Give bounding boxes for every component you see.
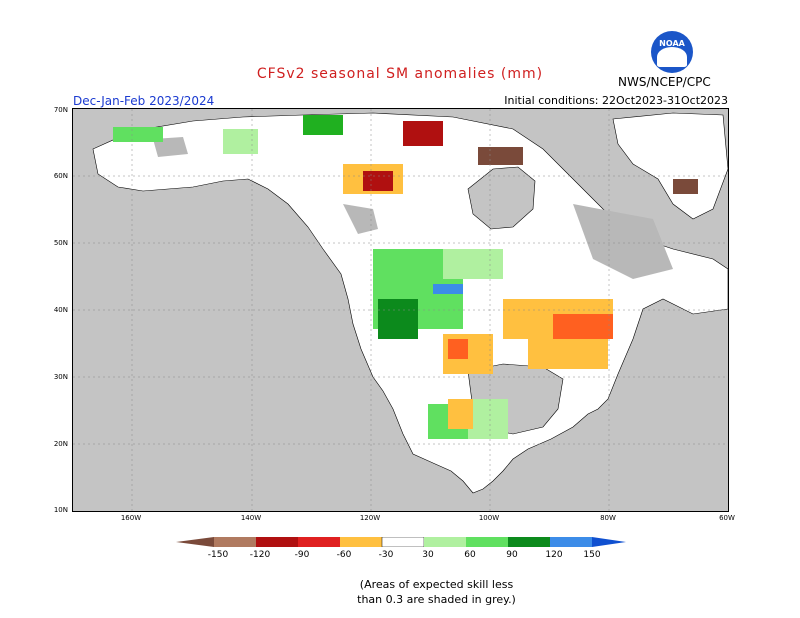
legend-label: 120 — [545, 550, 563, 560]
anomaly-wet — [468, 399, 508, 439]
lat-label: 70N — [53, 106, 68, 114]
lat-label: 50N — [53, 239, 68, 247]
anomaly-dry — [448, 399, 473, 429]
logo-text: NOAA — [659, 39, 685, 48]
hudson-bay — [467, 166, 536, 230]
legend-label: 90 — [506, 550, 518, 560]
anomaly-wet — [113, 127, 163, 142]
lon-label: 120W — [359, 514, 381, 522]
legend-swatch — [508, 537, 550, 547]
graticule — [73, 109, 728, 511]
anomaly-dry — [363, 171, 393, 191]
skill-note: (Areas of expected skill less than 0.3 a… — [0, 577, 800, 607]
lat-label: 20N — [53, 440, 68, 448]
lon-label: 160W — [120, 514, 142, 522]
agency-label: NWS/NCEP/CPC — [618, 75, 711, 89]
lon-label: 140W — [240, 514, 262, 522]
legend-swatch — [256, 537, 298, 547]
skill-note-line2: than 0.3 are shaded in grey.) — [357, 593, 516, 606]
legend-label: -150 — [207, 550, 229, 560]
legend-arrow-right — [592, 537, 626, 547]
lon-label: 100W — [478, 514, 500, 522]
legend-arrow-left — [176, 537, 214, 547]
legend-swatch — [466, 537, 508, 547]
anomaly-dry — [448, 339, 468, 359]
anomaly-dry — [528, 339, 608, 369]
lat-label: 10N — [53, 506, 68, 514]
anomaly-dry — [553, 314, 613, 339]
color-legend — [176, 537, 626, 547]
initial-conditions: Initial conditions: 22Oct2023-31Oct2023 — [504, 94, 728, 107]
legend-swatch — [214, 537, 256, 547]
anomaly-wet — [378, 299, 418, 339]
legend-label: -60 — [336, 550, 352, 560]
map-frame — [72, 108, 729, 512]
grey-mask-quebec — [573, 204, 673, 279]
anomaly-wet — [443, 249, 503, 279]
anomaly-dry — [673, 179, 698, 194]
grey-mask-west — [343, 204, 378, 234]
legend-swatch — [340, 537, 382, 547]
legend-label: -90 — [294, 550, 310, 560]
legend-swatch — [424, 537, 466, 547]
lat-label: 40N — [53, 306, 68, 314]
legend-swatch — [381, 537, 425, 547]
legend-label: 150 — [583, 550, 601, 560]
anomaly-wet — [223, 129, 258, 154]
legend-label: -30 — [378, 550, 394, 560]
legend-label: -120 — [249, 550, 271, 560]
anomaly-wet — [433, 284, 463, 294]
skill-note-line1: (Areas of expected skill less — [359, 578, 514, 591]
legend-swatch — [550, 537, 592, 547]
lat-label: 60N — [53, 172, 68, 180]
lon-label: 80W — [600, 514, 616, 522]
anomaly-wet — [303, 115, 343, 135]
legend-label: 30 — [422, 550, 434, 560]
anomaly-patches — [113, 115, 698, 439]
map-title: CFSv2 seasonal SM anomalies (mm) — [256, 66, 544, 82]
noaa-bird-icon — [657, 47, 687, 67]
lon-label: 60W — [719, 514, 735, 522]
noaa-logo: NOAA — [651, 31, 693, 73]
anomaly-dry — [478, 147, 523, 165]
legend-swatch — [298, 537, 340, 547]
legend-label: 60 — [464, 550, 476, 560]
anomaly-dry — [403, 121, 443, 146]
map-svg — [73, 109, 728, 511]
forecast-period: Dec-Jan-Feb 2023/2024 — [73, 94, 215, 108]
lat-label: 30N — [53, 373, 68, 381]
greenland-land — [612, 112, 728, 220]
